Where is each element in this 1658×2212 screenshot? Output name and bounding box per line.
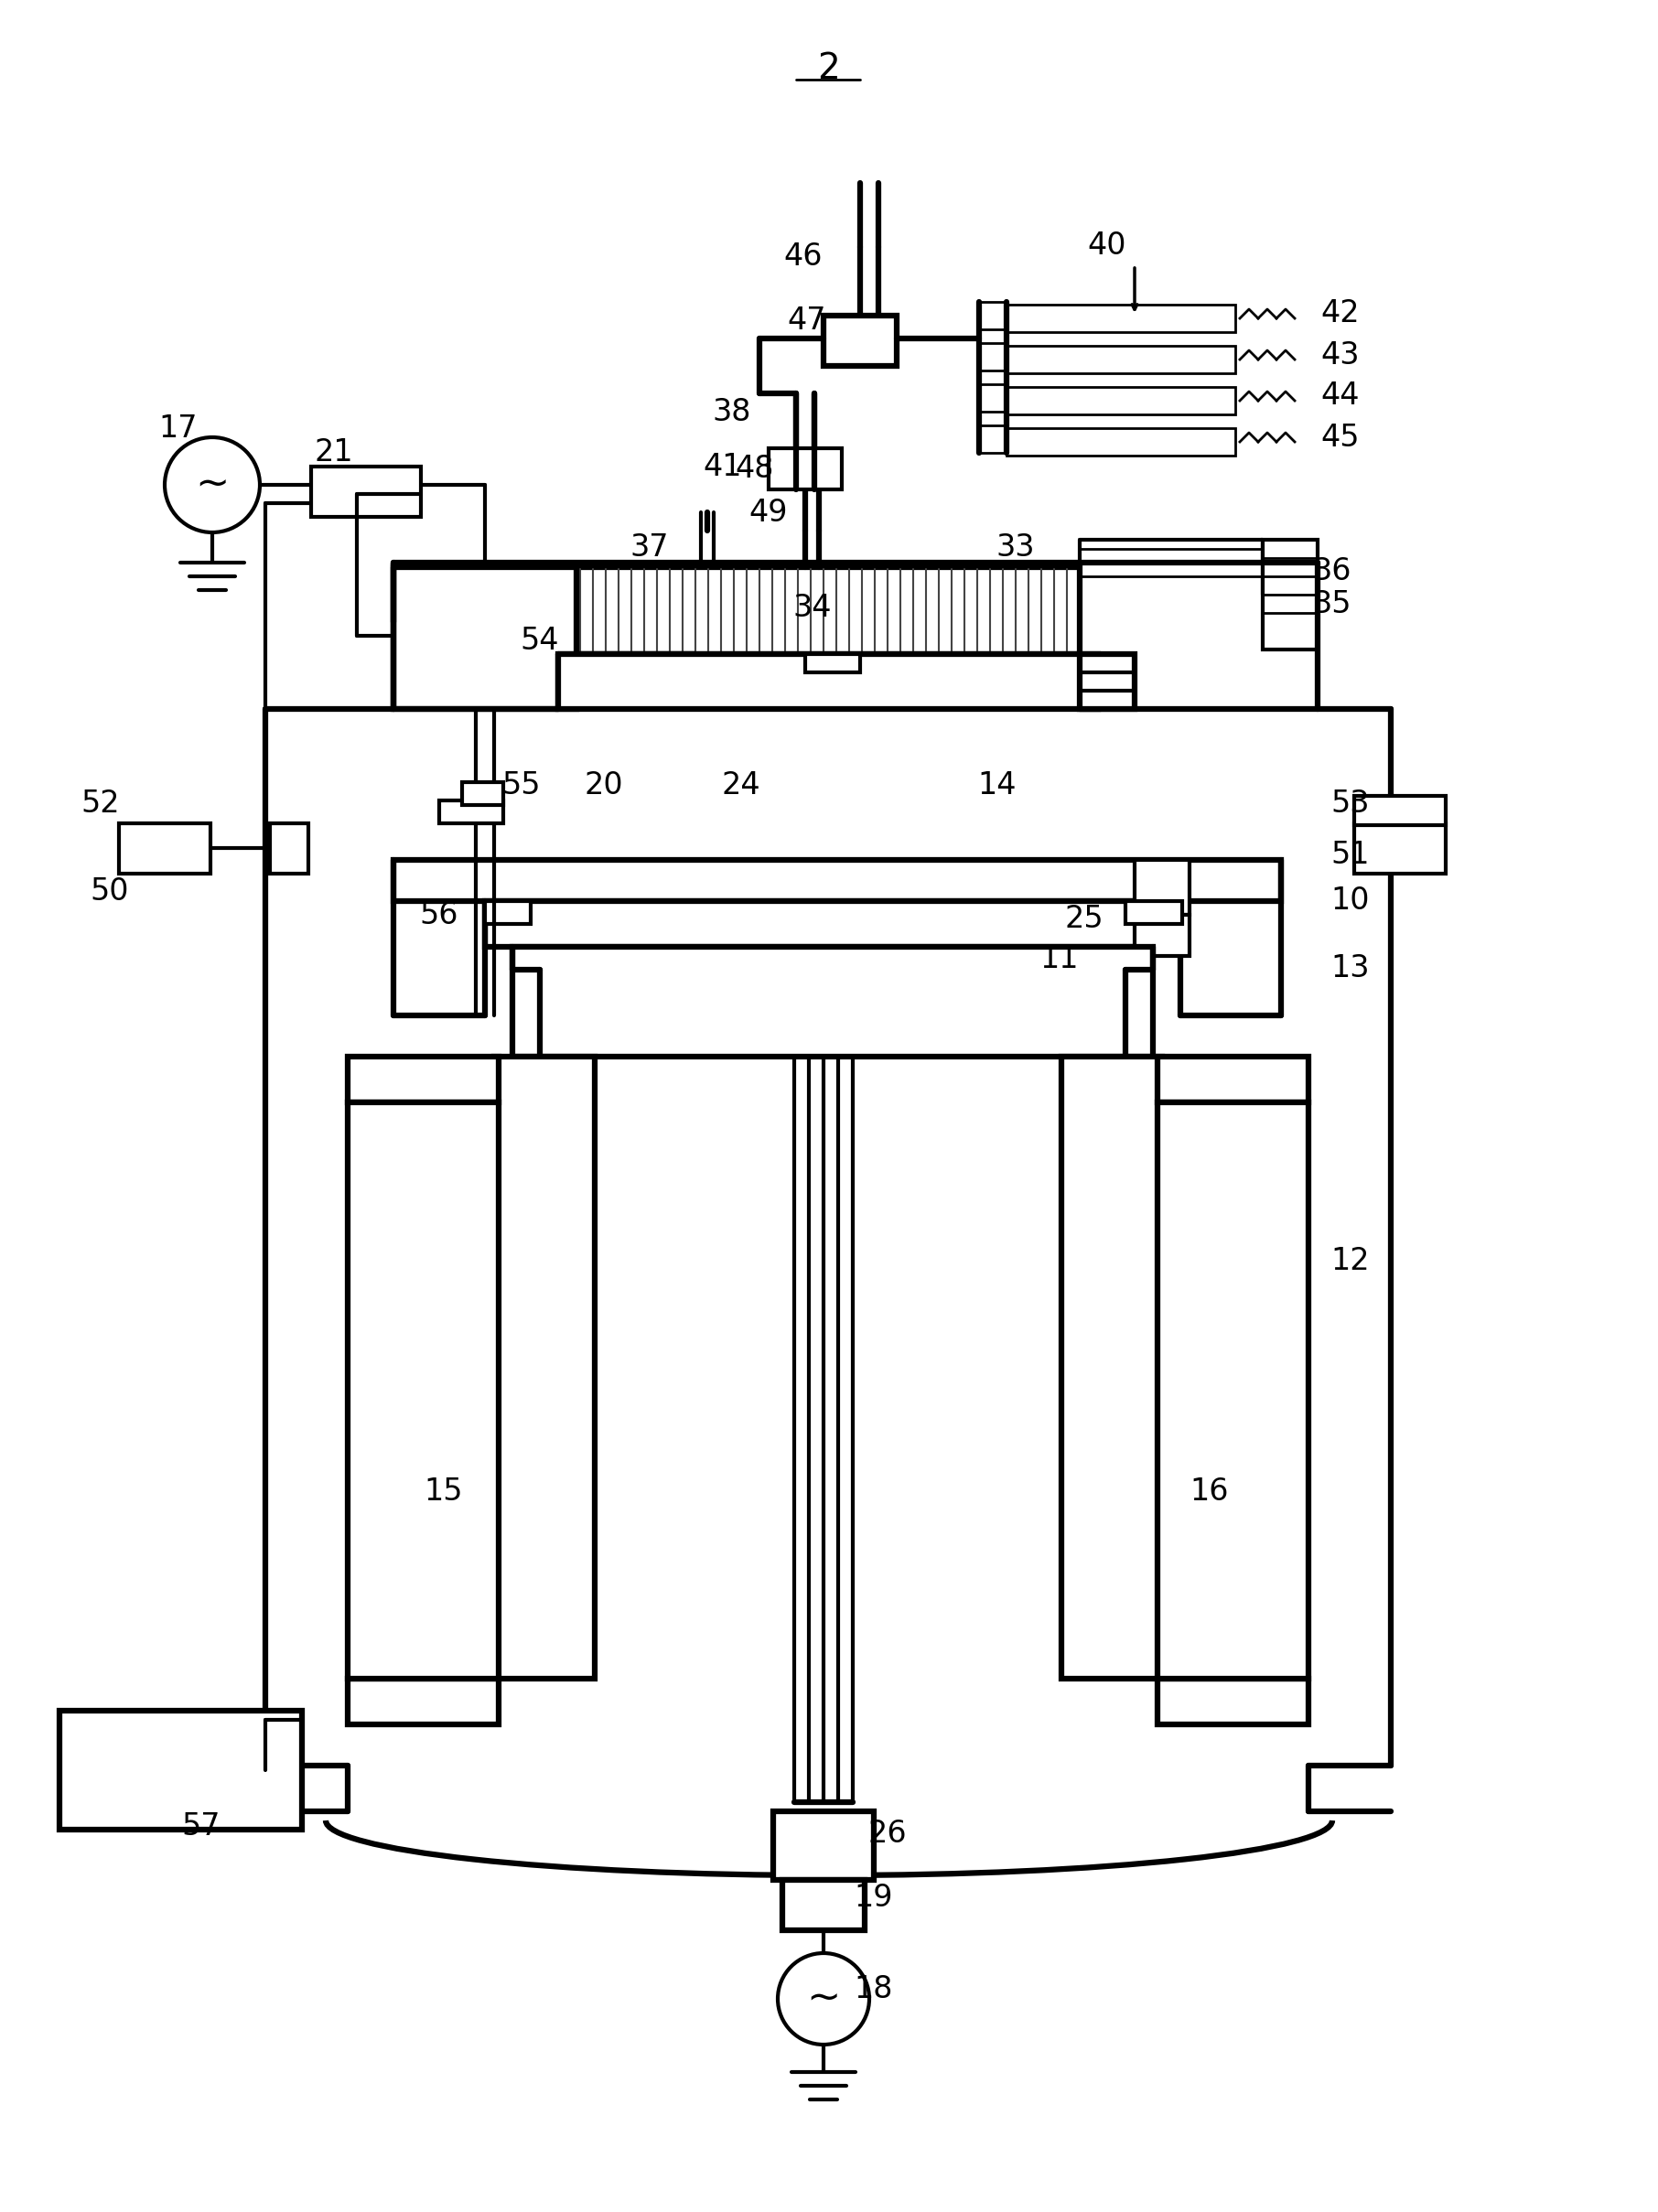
Text: ~: ~ xyxy=(196,465,229,504)
Bar xyxy=(769,449,842,489)
Bar xyxy=(1079,655,1134,710)
Bar xyxy=(559,566,1079,655)
Text: 42: 42 xyxy=(1321,299,1360,330)
Bar xyxy=(980,425,1006,453)
Text: 24: 24 xyxy=(721,770,761,801)
Bar xyxy=(1126,900,1182,925)
Text: 20: 20 xyxy=(584,770,623,801)
Text: 13: 13 xyxy=(1331,953,1370,982)
Text: 12: 12 xyxy=(1331,1245,1370,1276)
Text: 25: 25 xyxy=(1064,905,1104,933)
Bar xyxy=(980,343,1006,369)
Text: 16: 16 xyxy=(1190,1475,1229,1506)
Bar xyxy=(1134,916,1189,956)
Text: 47: 47 xyxy=(788,305,826,336)
Bar xyxy=(1006,305,1235,332)
Text: 19: 19 xyxy=(854,1882,894,1913)
Bar xyxy=(348,1102,499,1679)
Text: 45: 45 xyxy=(1321,422,1360,453)
Text: ~: ~ xyxy=(806,1980,841,2020)
Bar xyxy=(980,385,1006,411)
Bar xyxy=(559,655,1098,710)
Bar xyxy=(393,566,577,710)
Text: 50: 50 xyxy=(90,876,129,907)
Bar xyxy=(484,900,1180,947)
Text: 26: 26 xyxy=(869,1818,907,1849)
Bar xyxy=(1157,1102,1308,1679)
Bar xyxy=(463,783,504,805)
Bar xyxy=(1134,860,1189,916)
Bar xyxy=(512,947,1152,1057)
Bar xyxy=(824,316,897,365)
Bar xyxy=(783,1880,865,1931)
Text: 18: 18 xyxy=(854,1975,894,2004)
Text: 11: 11 xyxy=(1040,945,1079,973)
Bar xyxy=(312,467,421,518)
Bar xyxy=(439,801,504,823)
Text: 33: 33 xyxy=(996,531,1035,562)
Text: 35: 35 xyxy=(1313,588,1351,619)
Text: 36: 36 xyxy=(1313,557,1351,586)
Bar xyxy=(1006,345,1235,374)
Text: 56: 56 xyxy=(419,900,459,929)
Bar xyxy=(119,823,211,874)
Text: 51: 51 xyxy=(1331,841,1370,872)
Bar xyxy=(60,1710,302,1829)
Text: 34: 34 xyxy=(793,593,832,624)
Bar xyxy=(1263,540,1318,650)
Text: 14: 14 xyxy=(978,770,1016,801)
Bar xyxy=(806,655,861,672)
Bar xyxy=(1355,796,1446,825)
Text: 48: 48 xyxy=(736,453,774,484)
Bar xyxy=(1157,1679,1308,1725)
Bar xyxy=(1061,1057,1162,1679)
Text: 21: 21 xyxy=(315,436,353,467)
Bar xyxy=(494,1057,595,1679)
Bar xyxy=(1006,387,1235,414)
Bar xyxy=(773,1812,874,1880)
Text: 49: 49 xyxy=(749,498,788,526)
Bar xyxy=(1006,429,1235,456)
Text: 2: 2 xyxy=(817,51,841,86)
Text: 37: 37 xyxy=(630,531,670,562)
Text: 43: 43 xyxy=(1321,341,1360,369)
Text: 57: 57 xyxy=(182,1812,221,1843)
Text: 17: 17 xyxy=(159,414,197,442)
Text: 46: 46 xyxy=(784,241,822,272)
Text: 10: 10 xyxy=(1331,887,1370,916)
Bar xyxy=(1355,823,1446,874)
Bar xyxy=(1157,1057,1308,1102)
Bar xyxy=(348,1057,499,1102)
Bar xyxy=(980,301,1006,330)
Bar xyxy=(484,900,531,925)
Text: 38: 38 xyxy=(713,396,751,427)
Text: 52: 52 xyxy=(81,787,119,818)
Text: 53: 53 xyxy=(1331,787,1370,818)
Text: 15: 15 xyxy=(424,1475,463,1506)
Bar xyxy=(393,860,1282,900)
Text: 44: 44 xyxy=(1321,380,1360,411)
Text: 41: 41 xyxy=(703,451,743,482)
Bar xyxy=(270,823,308,874)
Text: 54: 54 xyxy=(521,626,559,655)
Text: 40: 40 xyxy=(1088,230,1126,261)
Bar xyxy=(348,1679,499,1725)
Text: 55: 55 xyxy=(502,770,541,801)
